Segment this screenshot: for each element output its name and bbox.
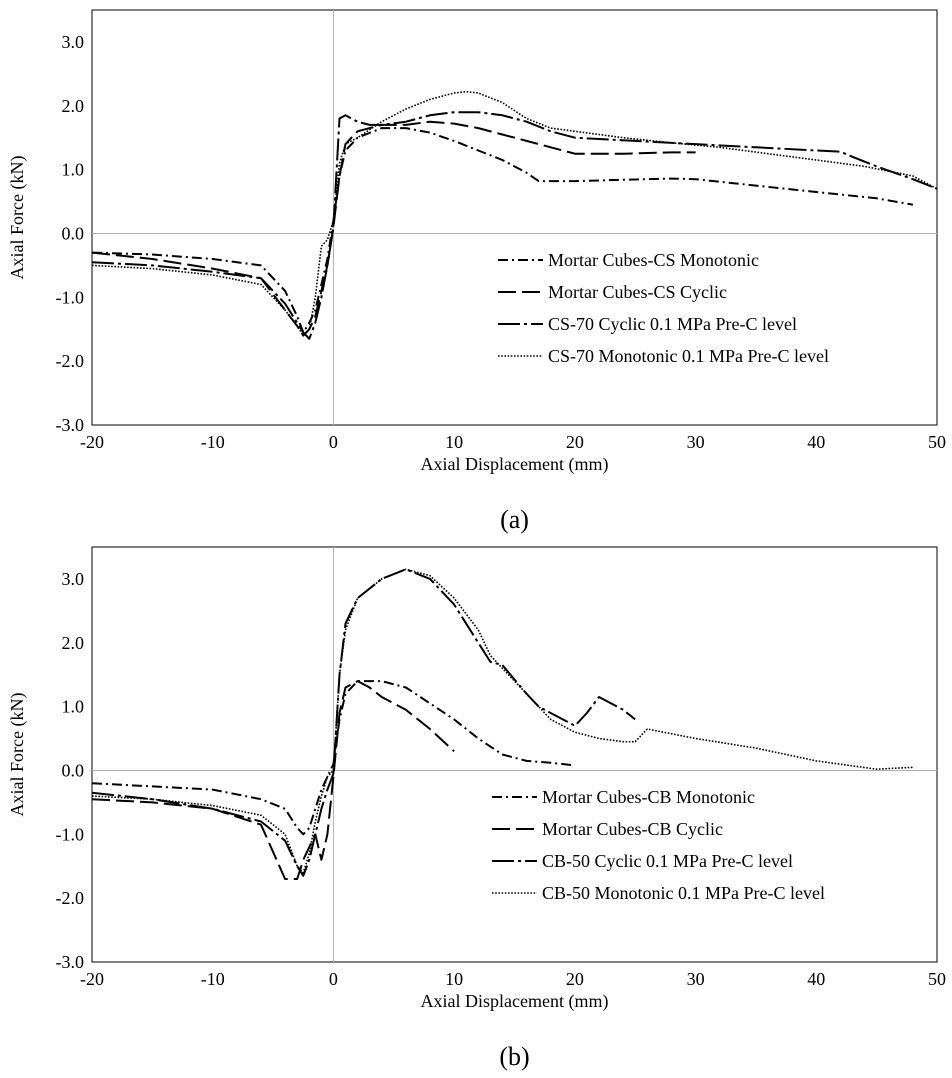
x-axis-label: Axial Displacement (mm) bbox=[421, 454, 609, 475]
legend-label-4: CB-50 Monotonic 0.1 MPa Pre-C level bbox=[542, 883, 825, 903]
legend-label-2: Mortar Cubes-CB Cyclic bbox=[542, 819, 723, 839]
series-line-1 bbox=[91, 127, 914, 334]
series-line-4 bbox=[91, 568, 913, 874]
series-line-2 bbox=[91, 680, 455, 880]
legend-label-2: Mortar Cubes-CS Cyclic bbox=[548, 282, 727, 302]
x-tick-label: 40 bbox=[807, 969, 825, 989]
y-tick-label: -3.0 bbox=[56, 415, 85, 435]
x-tick-label: -10 bbox=[201, 969, 225, 989]
chart-a: -20 -10 0 10 20 30 40 50 -3.0 -2.0 -1.0 0.0 1.0 2.0 3.… bbox=[7, 9, 946, 534]
legend-label-4: CS-70 Monotonic 0.1 MPa Pre-C level bbox=[548, 346, 829, 366]
y-tick-label: -2.0 bbox=[56, 351, 85, 371]
x-tick-label: 30 bbox=[687, 969, 705, 989]
x-tick-label: 20 bbox=[566, 969, 584, 989]
x-tick-label: -10 bbox=[201, 432, 225, 452]
x-tick-label: -20 bbox=[80, 969, 104, 989]
legend-label-1: Mortar Cubes-CB Monotonic bbox=[542, 787, 755, 807]
legend-label-3: CS-70 Cyclic 0.1 MPa Pre-C level bbox=[548, 314, 797, 334]
y-tick-label: 3.0 bbox=[62, 32, 85, 52]
plot-frame bbox=[91, 9, 938, 426]
figure-caption: (b) bbox=[499, 1042, 529, 1071]
y-tick-label: -1.0 bbox=[56, 287, 85, 307]
y-tick-label: -2.0 bbox=[56, 888, 85, 908]
y-tick-label: 3.0 bbox=[62, 569, 85, 589]
y-tick-label: 0.0 bbox=[62, 223, 85, 243]
x-tick-label: 10 bbox=[445, 969, 463, 989]
y-tick-label: 2.0 bbox=[62, 633, 85, 653]
x-tick-label: 40 bbox=[807, 432, 825, 452]
y-axis-label: Axial Force (kN) bbox=[7, 693, 28, 817]
x-tick-label: 50 bbox=[928, 969, 946, 989]
x-tick-label: 50 bbox=[928, 432, 946, 452]
series-line-3 bbox=[91, 111, 938, 340]
y-tick-label: 0.0 bbox=[62, 760, 85, 780]
x-axis-label: Axial Displacement (mm) bbox=[421, 991, 609, 1012]
y-axis-label: Axial Force (kN) bbox=[7, 156, 28, 280]
y-tick-label: 1.0 bbox=[62, 160, 85, 180]
x-tick-label: 30 bbox=[687, 432, 705, 452]
x-tick-label: -20 bbox=[80, 432, 104, 452]
legend-label-1: Mortar Cubes-CS Monotonic bbox=[548, 250, 759, 270]
y-tick-label: -3.0 bbox=[56, 952, 85, 972]
series-line-2 bbox=[91, 120, 696, 337]
x-tick-label: 0 bbox=[329, 432, 338, 452]
y-tick-label: 1.0 bbox=[62, 697, 85, 717]
series-line-4 bbox=[91, 90, 938, 337]
figure-caption: (a) bbox=[500, 505, 529, 534]
x-tick-label: 0 bbox=[329, 969, 338, 989]
y-tick-label: 2.0 bbox=[62, 96, 85, 116]
y-tick-label: -1.0 bbox=[56, 824, 85, 844]
plot-frame bbox=[91, 546, 938, 963]
chart-b: -20 -10 0 10 20 30 40 50 -3.0 -2.0 -1.0 0.0 1.0 2.0 3.… bbox=[7, 546, 946, 1071]
x-tick-label: 10 bbox=[445, 432, 463, 452]
x-tick-label: 20 bbox=[566, 432, 584, 452]
legend-label-3: CB-50 Cyclic 0.1 MPa Pre-C level bbox=[542, 851, 793, 871]
